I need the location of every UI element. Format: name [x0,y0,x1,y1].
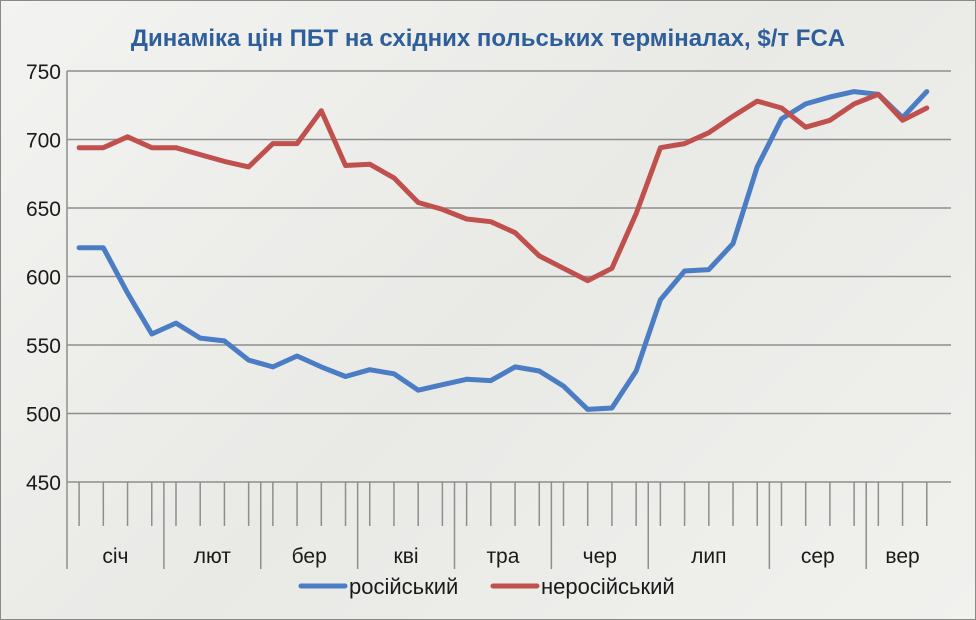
x-axis: січ лют бер кві тра чер лип сер вер [78,482,928,569]
x-month-label: кві [394,545,419,568]
legend: російський неросійський [298,574,675,599]
x-month-label: вер [885,545,919,568]
gridlines [66,70,951,569]
y-tick-label: 600 [26,267,61,290]
x-month-label: чер [583,545,617,568]
y-tick-label: 650 [26,198,61,221]
x-month-label: лип [691,545,726,568]
legend-label-russian: російський [349,574,458,599]
legend-label-non-russian: неросійський [541,574,675,599]
y-tick-label: 500 [26,404,61,427]
data-series [76,89,930,412]
x-month-label: лют [194,545,232,568]
y-tick-label: 550 [26,335,61,358]
y-tick-label: 750 [26,61,61,84]
y-axis-ticks: 450 500 550 600 650 700 750 [26,61,61,495]
series-line-non-russian [76,91,930,284]
x-month-label: тра [486,545,519,568]
y-tick-label: 700 [26,130,61,153]
x-month-label: сер [801,545,835,568]
series-line-russian [76,89,930,412]
chart-title: Динаміка цін ПБТ на східних польських те… [131,25,845,52]
x-month-label: січ [102,545,128,568]
x-month-label: бер [292,545,327,568]
y-tick-label: 450 [26,472,61,495]
